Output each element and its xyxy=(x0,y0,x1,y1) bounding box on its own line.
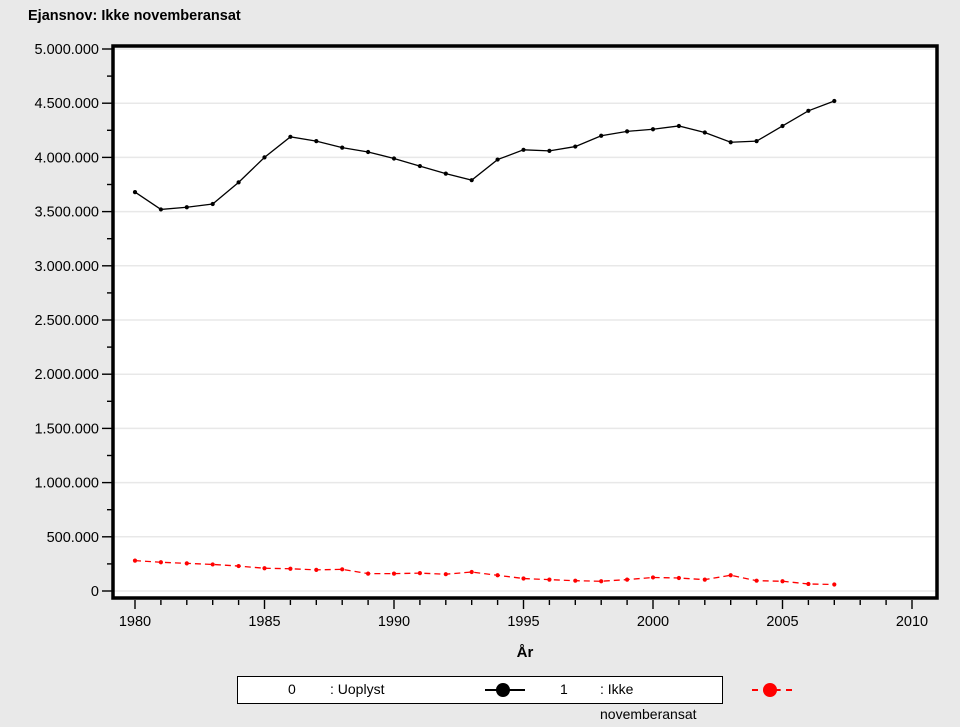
series-1-line xyxy=(134,559,835,586)
x-tick-labels: 1980 1985 1990 1995 2000 2005 2010 xyxy=(119,614,928,630)
svg-text:1.500.000: 1.500.000 xyxy=(34,421,99,437)
chart-title: Ejansnov: Ikke novemberansat xyxy=(28,8,241,24)
series-0-markers xyxy=(132,98,837,212)
svg-text:2.500.000: 2.500.000 xyxy=(34,313,99,329)
svg-text:1985: 1985 xyxy=(248,614,280,630)
svg-text:5.000.000: 5.000.000 xyxy=(34,42,99,58)
legend-entry-1-value: 1 xyxy=(560,681,568,697)
legend-red-dot-icon xyxy=(763,683,777,697)
svg-text:2.000.000: 2.000.000 xyxy=(34,367,99,383)
x-axis-label: År xyxy=(516,644,534,661)
x-axis-ticks xyxy=(134,600,913,609)
svg-text:1990: 1990 xyxy=(378,614,410,630)
y-tick-labels: 0 500.000 1.000.000 1.500.000 2.000.000 2.500… xyxy=(34,42,99,600)
y-gridlines xyxy=(113,48,937,592)
series-1-markers xyxy=(132,558,837,587)
legend-box: 0 : Uoplyst 1 : Ikke novemberansat xyxy=(237,676,792,722)
svg-text:1.000.000: 1.000.000 xyxy=(34,476,99,492)
svg-text:1980: 1980 xyxy=(119,614,151,630)
svg-text:2000: 2000 xyxy=(637,614,669,630)
legend-entry-1-label: : Ikke novemberansat xyxy=(600,681,697,722)
svg-text:4.000.000: 4.000.000 xyxy=(34,150,99,166)
plot-frame xyxy=(111,44,939,600)
series-0-line xyxy=(134,100,835,211)
svg-text:2005: 2005 xyxy=(766,614,798,630)
svg-text:3.500.000: 3.500.000 xyxy=(34,205,99,221)
svg-text:2010: 2010 xyxy=(896,614,928,630)
y-axis-ticks xyxy=(102,48,112,592)
svg-text:1995: 1995 xyxy=(507,614,539,630)
svg-text:4.500.000: 4.500.000 xyxy=(34,96,99,112)
legend-entry-0-label: : Uoplyst xyxy=(330,681,385,697)
legend-black-dot-icon xyxy=(496,683,510,697)
legend-entry-0-value: 0 xyxy=(288,681,296,697)
svg-text:500.000: 500.000 xyxy=(47,530,99,546)
svg-text:0: 0 xyxy=(91,584,99,600)
svg-text:3.000.000: 3.000.000 xyxy=(34,259,99,275)
plot-area xyxy=(113,46,937,598)
